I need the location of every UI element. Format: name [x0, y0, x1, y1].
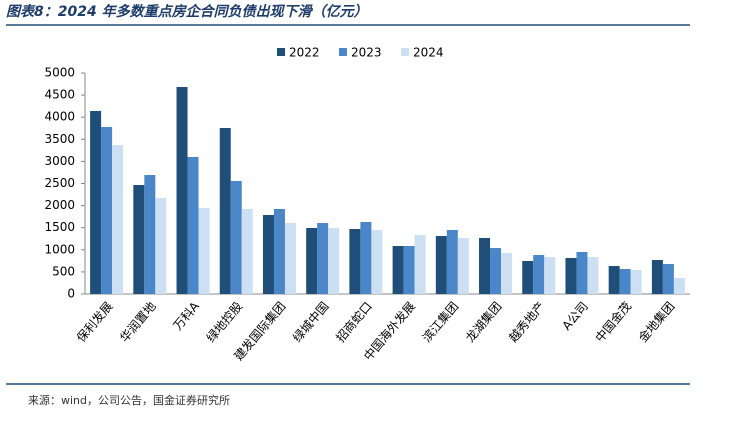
bar [608, 266, 620, 294]
bar [673, 277, 685, 294]
bar [446, 229, 458, 294]
bar [306, 228, 318, 294]
bar [651, 260, 663, 294]
bar [262, 215, 274, 294]
bar [187, 156, 199, 294]
x-tick-label: 龙湖集团 [462, 299, 504, 345]
bar [533, 255, 545, 294]
y-tick-label: 2500 [44, 176, 75, 190]
x-tick-label: 中国金茂 [592, 299, 634, 345]
bar [490, 248, 502, 294]
bar [576, 252, 588, 294]
bar [392, 245, 404, 294]
legend-swatch [401, 48, 409, 56]
bar [101, 127, 113, 295]
legend-swatch [339, 48, 347, 56]
bar [479, 237, 491, 294]
x-tick-label: 万科A [171, 299, 203, 333]
x-tick-label: 绿城中国 [289, 299, 331, 345]
bar [155, 197, 167, 294]
y-tick-label: 4500 [44, 88, 75, 102]
bar [176, 87, 188, 294]
y-tick-label: 1500 [44, 220, 75, 234]
bar [371, 229, 383, 294]
legend-label: 2024 [413, 46, 444, 60]
x-tick-label: 金地集团 [635, 299, 677, 345]
bar [522, 260, 534, 294]
legend-label: 2023 [351, 46, 382, 60]
bar [317, 223, 329, 294]
bar [284, 223, 296, 294]
y-tick-label: 4000 [44, 110, 75, 124]
bar [662, 263, 674, 294]
bar [90, 111, 102, 295]
bar [587, 257, 599, 294]
bar [328, 228, 340, 294]
bar [241, 209, 253, 294]
y-tick-label: 1000 [44, 242, 75, 256]
bar [349, 229, 361, 294]
y-tick-label: 5000 [44, 66, 75, 80]
y-tick-label: 500 [52, 264, 75, 278]
x-tick-label: 保利发展 [73, 299, 115, 345]
bar [219, 127, 231, 294]
bar [144, 175, 156, 294]
bar [501, 252, 513, 294]
y-tick-label: 2000 [44, 198, 75, 212]
bar [133, 185, 145, 294]
chart-title: 图表8：2024 年多数重点房企合同负债出现下滑（亿元） [6, 3, 368, 20]
legend-swatch [277, 48, 285, 56]
x-tick-label: 越秀地产 [506, 299, 548, 345]
x-tick-label: 滨江集团 [419, 299, 461, 345]
x-tick-label: 绿地控股 [203, 299, 245, 345]
bar [457, 237, 469, 294]
bar [565, 258, 577, 294]
bar [544, 257, 556, 294]
source-note: 来源：wind，公司公告，国金证券研究所 [28, 393, 230, 407]
bar [273, 209, 285, 294]
x-tick-label: 华润置地 [117, 299, 159, 345]
x-tick-label: 招商蛇口 [333, 299, 375, 345]
bar [435, 236, 447, 294]
y-tick-label: 3000 [44, 154, 75, 168]
bar [619, 268, 631, 294]
y-tick-label: 0 [67, 287, 75, 301]
bar [112, 145, 124, 294]
bar [230, 180, 242, 294]
bar [360, 221, 372, 294]
bar [198, 207, 210, 294]
bar [414, 234, 426, 294]
bar [403, 245, 415, 294]
legend-label: 2022 [289, 46, 320, 60]
x-tick-label: A公司 [560, 299, 591, 333]
bar [630, 269, 642, 294]
y-tick-label: 3500 [44, 132, 75, 146]
